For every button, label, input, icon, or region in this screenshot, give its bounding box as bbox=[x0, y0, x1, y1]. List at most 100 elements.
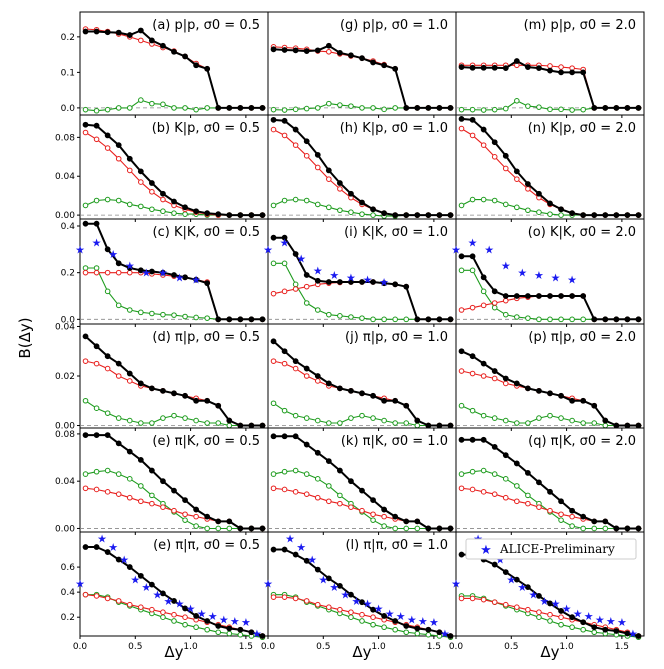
y-axis-label: B(Δy) bbox=[16, 317, 34, 358]
panel-l: 0.0 0.5 1.0 1.5★★★★★★★ ★ ★ ★ ★ ★ ★ ★ ★★(l) π|π, σ0 … bbox=[261, 531, 457, 652]
data-point-total bbox=[425, 422, 432, 429]
data-point-total bbox=[104, 353, 111, 360]
data-point-red bbox=[182, 511, 188, 518]
data-point-red bbox=[337, 606, 343, 613]
data-point-total bbox=[591, 316, 598, 323]
data-point-green bbox=[314, 105, 321, 111]
data-point-total bbox=[182, 392, 188, 399]
data-point-total bbox=[370, 392, 376, 399]
data-point-red bbox=[115, 269, 122, 276]
data-point-green bbox=[392, 105, 398, 111]
series-line-total bbox=[461, 255, 639, 321]
data-point-green bbox=[502, 417, 509, 424]
data-point-green bbox=[126, 307, 133, 313]
x-tick-label: 1.5 bbox=[427, 642, 441, 652]
alice-star: ★ bbox=[313, 264, 323, 277]
data-point-red bbox=[348, 504, 354, 510]
x-tick-label: 1.0 bbox=[371, 642, 386, 652]
data-point-total bbox=[314, 449, 321, 456]
data-point-total bbox=[536, 293, 542, 299]
data-point-red bbox=[149, 188, 155, 195]
data-point-red bbox=[270, 290, 277, 297]
data-point-total bbox=[226, 625, 233, 632]
data-point-total bbox=[237, 316, 244, 323]
data-point-red bbox=[292, 489, 299, 495]
data-point-red bbox=[514, 176, 520, 182]
alice-star: ★ bbox=[108, 541, 118, 554]
data-point-total bbox=[182, 204, 188, 211]
data-point-red bbox=[469, 595, 476, 602]
data-point-green bbox=[82, 202, 89, 209]
data-point-total bbox=[524, 64, 531, 70]
data-point-green bbox=[270, 106, 277, 113]
data-point-red bbox=[502, 165, 509, 172]
data-point-green bbox=[502, 201, 509, 208]
alice-star: ★ bbox=[119, 554, 129, 567]
y-tick-label: 0.2 bbox=[61, 613, 75, 623]
data-point-green bbox=[326, 204, 332, 211]
alice-star: ★ bbox=[528, 589, 538, 602]
data-point-total bbox=[325, 279, 332, 285]
data-point-total bbox=[182, 53, 188, 60]
data-point-green bbox=[149, 100, 155, 107]
data-point-red bbox=[491, 599, 498, 605]
data-point-total bbox=[370, 206, 376, 213]
data-point-green bbox=[326, 311, 332, 318]
alice-star: ★ bbox=[628, 627, 638, 640]
data-point-total bbox=[513, 576, 520, 583]
data-point-green bbox=[82, 471, 89, 477]
data-point-red bbox=[93, 486, 100, 493]
panel-title: (a) p|p, σ0 = 0.5 bbox=[152, 18, 260, 33]
data-point-red bbox=[337, 186, 343, 192]
data-point-green bbox=[171, 412, 177, 419]
data-point-green bbox=[281, 468, 288, 475]
data-point-green bbox=[536, 614, 542, 621]
data-point-total bbox=[469, 353, 476, 360]
data-point-total bbox=[193, 613, 200, 619]
data-point-green bbox=[215, 420, 222, 426]
data-point-total bbox=[381, 613, 388, 619]
data-point-total bbox=[602, 518, 609, 525]
x-axis-label-col2: Δy bbox=[352, 643, 371, 661]
data-point-total bbox=[270, 116, 277, 123]
series-line-green bbox=[273, 469, 451, 530]
data-point-total bbox=[635, 633, 642, 639]
data-point-total bbox=[204, 397, 211, 404]
data-point-red bbox=[171, 611, 177, 618]
data-point-total bbox=[547, 600, 553, 607]
panel-q: (q) π|K, σ0 = 2.0 bbox=[455, 427, 645, 535]
data-point-green bbox=[514, 314, 520, 320]
data-point-green bbox=[469, 407, 476, 414]
data-point-green bbox=[270, 400, 277, 407]
data-point-total bbox=[82, 220, 89, 227]
data-point-green bbox=[370, 212, 376, 218]
alice-star: ★ bbox=[108, 248, 118, 261]
data-point-red bbox=[547, 507, 553, 514]
data-point-green bbox=[514, 97, 520, 104]
data-point-red bbox=[281, 288, 288, 295]
data-point-total bbox=[237, 212, 244, 219]
data-point-total bbox=[502, 65, 509, 72]
data-point-total bbox=[303, 48, 310, 54]
data-point-green bbox=[569, 417, 575, 424]
data-point-total bbox=[381, 280, 388, 287]
data-point-total bbox=[447, 525, 454, 532]
data-point-red bbox=[270, 594, 277, 600]
data-point-total bbox=[248, 316, 255, 323]
alice-star: ★ bbox=[141, 581, 151, 594]
data-point-total bbox=[248, 104, 255, 111]
y-tick-label: 0.4 bbox=[61, 588, 76, 598]
data-point-green bbox=[314, 476, 321, 482]
alice-star: ★ bbox=[562, 602, 572, 615]
data-point-total bbox=[403, 104, 410, 111]
panel-j: (j) π|p, σ0 = 1.0 bbox=[267, 323, 457, 431]
data-point-total bbox=[580, 619, 587, 626]
alice-star: ★ bbox=[175, 271, 185, 284]
data-point-total bbox=[93, 220, 100, 227]
data-point-total bbox=[392, 618, 399, 624]
data-point-green bbox=[348, 314, 354, 320]
alice-star: ★ bbox=[75, 577, 85, 590]
data-point-green bbox=[149, 310, 155, 317]
data-point-total bbox=[513, 168, 520, 175]
data-point-red bbox=[292, 365, 299, 372]
